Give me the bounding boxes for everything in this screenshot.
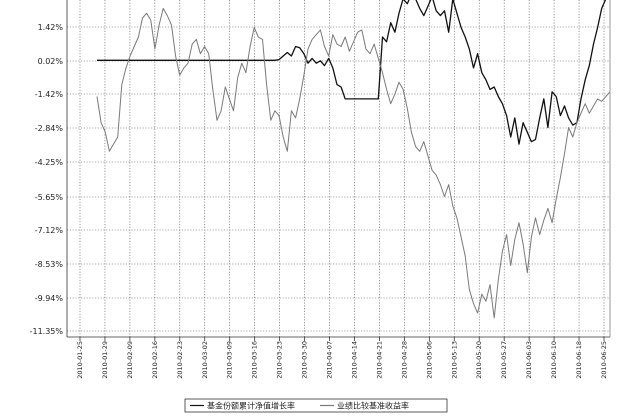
x-tick-label: 2010-02-09 (126, 341, 134, 379)
x-tick-label: 2010-04-07 (326, 341, 334, 379)
x-tick-label: 2010-03-02 (201, 341, 209, 379)
y-tick-label: -4.25% (35, 158, 64, 167)
y-tick-label: -1.42% (35, 90, 64, 99)
y-tick-label: -2.84% (35, 124, 64, 133)
x-tick-label: 2010-01-25 (76, 341, 84, 379)
x-tick-label: 2010-05-06 (425, 341, 433, 379)
x-tick-label: 2010-03-09 (226, 341, 234, 379)
legend-box (184, 398, 448, 413)
x-tick-label: 2010-02-23 (176, 341, 184, 379)
series-lines (96, 0, 610, 319)
y-tick-label: -5.65% (35, 193, 64, 202)
y-tick-label: 1.42% (38, 23, 64, 32)
x-tick-label: 2010-03-16 (251, 341, 259, 379)
y-tick-label: 0.02% (38, 57, 64, 66)
series-line-2 (96, 7, 610, 319)
x-tick-label: 2010-06-10 (550, 341, 558, 379)
x-tick-label: 2010-05-27 (500, 341, 508, 379)
x-tick-label: 2010-06-25 (600, 341, 608, 379)
y-axis-ticks: 1.42% 0.02% -1.42% -2.84% -4.25% -5.65% -7.12%… (30, 23, 64, 336)
x-tick-label: 2010-04-21 (375, 341, 383, 379)
legend: 基金份额累计净值增长率 业绩比较基准收益率 (184, 398, 448, 413)
axes (66, 0, 611, 341)
legend-label-series-1: 基金份额累计净值增长率 (207, 401, 295, 411)
y-tick-label: -11.35% (30, 327, 64, 336)
y-tick-label: -9.94% (35, 294, 64, 303)
y-tick-label: -7.12% (35, 226, 64, 235)
x-tick-label: 2010-04-28 (400, 341, 408, 379)
grid (67, 0, 610, 337)
x-tick-label: 2010-05-13 (450, 341, 458, 379)
legend-label-series-2: 业绩比较基准收益率 (337, 401, 409, 411)
x-tick-label: 2010-05-20 (475, 341, 483, 379)
y-tick-label: -8.53% (35, 260, 64, 269)
x-tick-label: 2010-01-29 (101, 341, 109, 379)
x-tick-label: 2010-03-30 (301, 341, 309, 379)
x-tick-label: 2010-06-18 (575, 341, 583, 379)
x-tick-label: 2010-06-03 (525, 341, 533, 379)
x-tick-label: 2010-02-16 (151, 341, 159, 379)
x-tick-label: 2010-03-23 (276, 341, 284, 379)
series-line-1 (97, 0, 607, 145)
x-tick-label: 2010-04-14 (350, 341, 358, 379)
x-axis-ticks: 2010-01-25 2010-01-29 2010-02-09 2010-02-16… (76, 341, 608, 379)
